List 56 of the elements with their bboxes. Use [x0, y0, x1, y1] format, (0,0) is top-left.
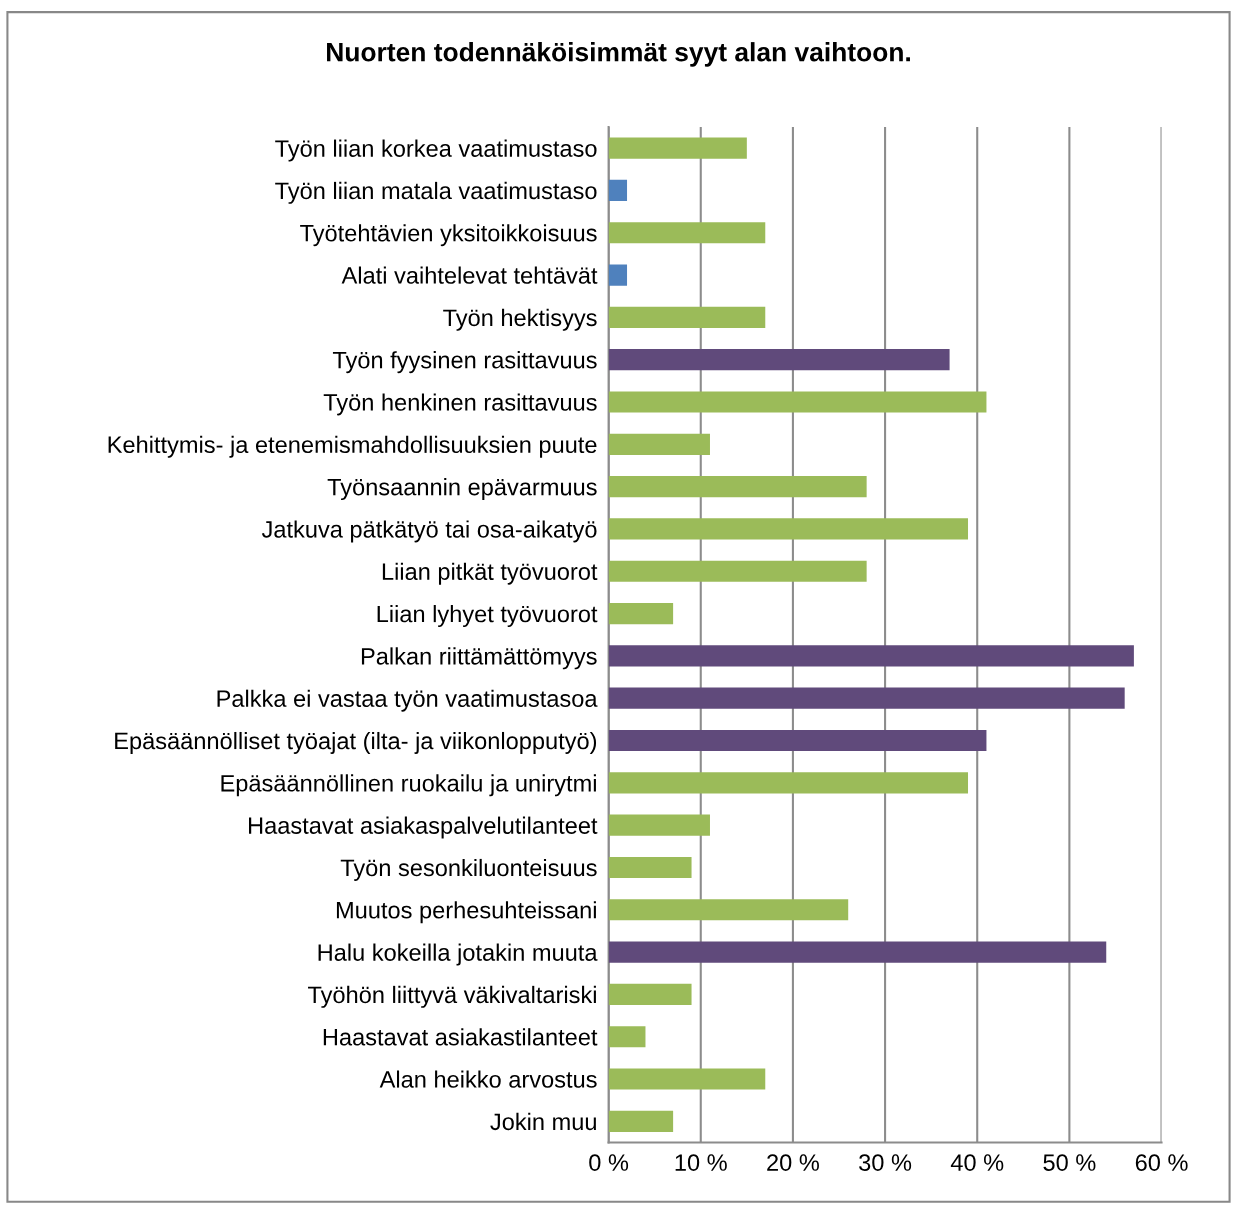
- bar: [608, 137, 747, 159]
- y-tick-label: Alati vaihtelevat tehtävät: [341, 266, 598, 284]
- bar: [608, 179, 628, 201]
- y-tick-label: Muutos perhesuhteissani: [336, 901, 596, 924]
- y-tick-label: Jokin muu: [490, 1112, 596, 1131]
- y-tick-label: Työn fyysinen rasittavuus: [332, 351, 597, 374]
- y-tick-label: Työhön liittyvä väkivaltariski: [308, 985, 596, 1008]
- y-tick-label: Haastavat asiakastilanteet: [323, 1028, 598, 1046]
- y-tick-label: Työn liian korkea vaatimustaso: [275, 139, 597, 162]
- bar: [608, 687, 1125, 709]
- bar: [608, 983, 692, 1005]
- y-tick-label: Työn liian matala vaatimustaso: [275, 181, 597, 204]
- bar: [608, 899, 849, 921]
- y-tick-label: Halu kokeilla jotakin muuta: [318, 943, 598, 966]
- y-tick-label: Työtehtävien yksitoikkoisuus: [300, 224, 597, 247]
- bar: [608, 391, 987, 413]
- chart-title: Nuorten todennäköisimmät syyt alan vaihtoon.: [327, 42, 910, 67]
- y-tick-label: Liian lyhyet työvuorot: [377, 605, 598, 628]
- bar: [608, 1026, 646, 1048]
- y-tick-label: Palkka ei vastaa työn vaatimustasoa: [217, 689, 598, 712]
- bar: [608, 560, 867, 582]
- y-tick-label: Epäsäännöllinen ruokailu ja unirytmi: [221, 774, 596, 797]
- y-tick-label: Kehittymis- ja etenemismahdollisuuksien puute: [108, 435, 597, 458]
- x-tick-label: 60 %: [1135, 1154, 1188, 1171]
- bar: [608, 814, 710, 836]
- bar: [608, 602, 674, 625]
- y-tick-label: Työnsaannin epävarmuus: [327, 478, 597, 501]
- y-tick-label: Työn hektisyys: [443, 308, 597, 331]
- bar: [608, 1068, 766, 1090]
- x-tick-label: 0 %: [589, 1154, 629, 1171]
- bar: [608, 729, 987, 752]
- bar: [608, 772, 969, 794]
- x-tick-label: 40 %: [950, 1154, 1004, 1171]
- bar: [608, 645, 1134, 667]
- bar: [608, 349, 950, 371]
- bar: [608, 264, 628, 286]
- bar: [608, 1110, 674, 1132]
- y-tick-label: Palkan riittämättömyys: [361, 647, 597, 670]
- bar: [608, 306, 766, 328]
- bar: [608, 433, 710, 455]
- x-tick-label: 50 %: [1043, 1154, 1096, 1171]
- y-tick-label: Työn henkinen rasittavuus: [323, 393, 597, 416]
- y-tick-label: Epäsäännölliset työajat (ilta- ja viikonlopputyö): [115, 731, 597, 754]
- x-tick-label: 10 %: [675, 1154, 727, 1171]
- y-tick-label: Liian pitkät työvuorot: [382, 562, 598, 585]
- bar: [608, 941, 1107, 963]
- x-tick-label: 20 %: [767, 1154, 819, 1171]
- bar: [608, 476, 867, 498]
- bar: [608, 518, 969, 540]
- bar: [608, 856, 692, 879]
- y-tick-label: Työn sesonkiluonteisuus: [340, 858, 597, 881]
- y-tick-label: Alan heikko arvostus: [379, 1070, 597, 1088]
- bar: [608, 222, 766, 244]
- y-tick-label: Jatkuva pätkätyö tai osa-aikatyö: [261, 520, 597, 543]
- y-tick-label: Haastavat asiakaspalvelutilanteet: [249, 816, 598, 839]
- x-tick-label: 30 %: [859, 1154, 912, 1171]
